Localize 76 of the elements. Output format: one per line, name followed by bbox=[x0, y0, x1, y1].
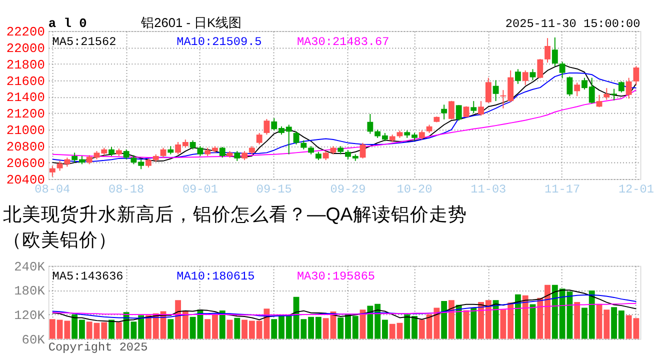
x-tick-label: 08-18 bbox=[108, 182, 144, 196]
candlestick bbox=[160, 147, 166, 158]
candlestick bbox=[492, 80, 499, 102]
text: Copyright 2025 bbox=[48, 340, 148, 355]
y-tick-label: 21400 bbox=[6, 90, 45, 106]
y-tick-label: 240K bbox=[14, 259, 46, 274]
candlestick bbox=[463, 106, 470, 118]
candlestick bbox=[515, 68, 521, 84]
chart-subtitle: 2025-11-30 15:00:00 bbox=[505, 17, 640, 32]
candlestick bbox=[219, 146, 226, 158]
candlestick bbox=[367, 113, 374, 134]
y-tick-label: 21000 bbox=[6, 123, 45, 138]
candlestick bbox=[264, 118, 270, 136]
y-tick-label: 120K bbox=[14, 308, 46, 323]
text: MA5:143636 bbox=[52, 270, 124, 284]
text: MA10:180615 bbox=[176, 270, 255, 284]
candlestick bbox=[242, 150, 248, 161]
candlestick bbox=[456, 104, 462, 122]
candlestick bbox=[604, 88, 610, 100]
candlestick bbox=[530, 68, 536, 81]
text: MA5:21562 bbox=[52, 34, 116, 49]
y-tick-label: 21600 bbox=[6, 74, 45, 89]
candlestick bbox=[470, 100, 477, 114]
candlestick bbox=[633, 66, 640, 86]
x-tick-label: 09-29 bbox=[330, 182, 366, 196]
candlestick bbox=[574, 82, 580, 97]
candlestick bbox=[190, 140, 196, 150]
y-tick-label: 22200 bbox=[6, 24, 45, 40]
text: 北美现货升水新高后，铝价怎么看？—QA解读铝价走势 bbox=[2, 203, 467, 224]
candlestick bbox=[537, 58, 544, 79]
x-tick-label: 12-01 bbox=[618, 182, 654, 196]
text: MA10:21509.5 bbox=[176, 34, 262, 49]
x-tick-label: 11-17 bbox=[544, 182, 580, 196]
candlestick bbox=[544, 38, 550, 64]
candlestick bbox=[611, 88, 617, 101]
line-series bbox=[52, 290, 637, 322]
candlestick bbox=[485, 77, 492, 104]
y-tick-label: 21800 bbox=[6, 57, 45, 72]
candlestick bbox=[596, 94, 602, 108]
text: MA30:21483.67 bbox=[296, 34, 390, 49]
candlestick bbox=[478, 100, 484, 116]
text: MA30:195865 bbox=[296, 270, 376, 284]
candlestick bbox=[300, 140, 307, 150]
candlestick bbox=[559, 61, 566, 79]
candlestick bbox=[256, 132, 262, 145]
candlestick bbox=[197, 146, 204, 156]
candlestick bbox=[522, 70, 528, 86]
candlestick bbox=[566, 76, 573, 97]
line-series bbox=[52, 303, 637, 316]
candlestick bbox=[322, 150, 329, 161]
y-tick-label: 20600 bbox=[6, 156, 45, 171]
candlestick bbox=[552, 36, 558, 67]
candlestick bbox=[618, 80, 624, 93]
candlestick bbox=[441, 104, 448, 120]
candlestick bbox=[293, 130, 300, 145]
candlestick bbox=[418, 130, 425, 140]
candlestick bbox=[448, 100, 454, 120]
text: a l 0 bbox=[48, 16, 87, 32]
candlestick bbox=[234, 150, 240, 162]
candlestick bbox=[123, 148, 130, 160]
candlestick bbox=[626, 77, 632, 100]
text: （欧美铝价） bbox=[2, 229, 117, 250]
chart-title: 铝2601 - 日K线图 bbox=[140, 15, 242, 30]
x-tick-label: 11-03 bbox=[470, 182, 506, 196]
x-tick-label: 10-20 bbox=[396, 182, 432, 196]
y-tick-label: 20800 bbox=[6, 140, 45, 155]
y-tick-label: 21200 bbox=[6, 106, 45, 122]
candlestick bbox=[49, 165, 56, 178]
x-tick-label: 09-01 bbox=[182, 182, 218, 196]
candlestick bbox=[146, 158, 152, 168]
y-tick-label: 22000 bbox=[6, 40, 45, 56]
x-tick-label: 09-15 bbox=[256, 182, 292, 196]
y-tick-label: 180K bbox=[14, 284, 46, 299]
candlestick bbox=[108, 146, 114, 156]
y-tick-label: 60K bbox=[22, 332, 46, 348]
candlestick bbox=[360, 142, 366, 159]
